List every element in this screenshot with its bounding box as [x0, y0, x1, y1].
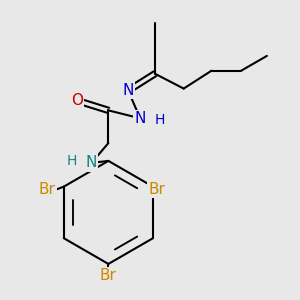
Text: N: N	[86, 155, 97, 170]
Text: N: N	[134, 111, 146, 126]
Text: Br: Br	[38, 182, 56, 197]
Text: Br: Br	[100, 268, 117, 283]
Text: H: H	[154, 113, 165, 127]
Text: N: N	[122, 83, 134, 98]
Text: Br: Br	[148, 182, 165, 197]
Text: H: H	[67, 154, 77, 168]
Text: O: O	[71, 93, 83, 108]
